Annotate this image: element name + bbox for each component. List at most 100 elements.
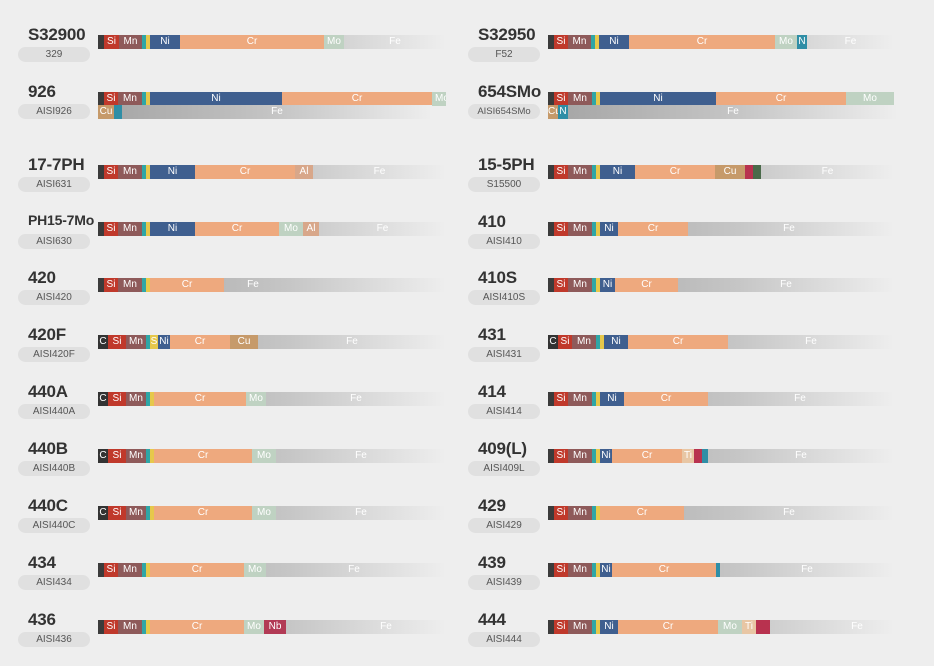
element-segment-fe[interactable]: Fe bbox=[380, 621, 392, 632]
element-segment-yel[interactable] bbox=[596, 506, 600, 520]
element-segment-si[interactable]: Si bbox=[554, 449, 568, 463]
element-segment-si[interactable]: Si bbox=[554, 165, 568, 179]
element-segment-mo[interactable]: Mo bbox=[246, 392, 266, 406]
element-segment-yel[interactable] bbox=[596, 222, 600, 236]
element-segment-yel[interactable] bbox=[150, 506, 154, 520]
element-segment-teal[interactable] bbox=[142, 92, 146, 106]
element-segment-teal[interactable] bbox=[142, 35, 146, 49]
element-segment-si[interactable]: Si bbox=[104, 278, 118, 292]
element-segment-yel[interactable] bbox=[146, 620, 150, 634]
element-segment-red[interactable] bbox=[745, 165, 753, 179]
element-segment-ti[interactable]: Ti bbox=[742, 620, 756, 634]
element-segment-teal[interactable] bbox=[142, 563, 146, 577]
element-segment-teal[interactable] bbox=[142, 620, 146, 634]
element-segment-mn[interactable]: Mn bbox=[568, 620, 592, 634]
element-segment-mn[interactable]: Mn bbox=[118, 165, 142, 179]
element-segment-cr[interactable]: Cr bbox=[612, 563, 716, 577]
element-segment-ni[interactable]: Ni bbox=[150, 165, 195, 179]
element-segment-yel[interactable] bbox=[596, 92, 600, 106]
element-segment-dk[interactable] bbox=[98, 222, 104, 236]
element-segment-cr[interactable]: Cr bbox=[635, 165, 715, 179]
element-segment-cr[interactable]: Cr bbox=[195, 165, 295, 179]
element-segment-cr[interactable]: Cr bbox=[629, 35, 775, 49]
element-segment-si[interactable]: Si bbox=[104, 222, 118, 236]
element-segment-teal[interactable] bbox=[592, 278, 596, 292]
element-segment-mn[interactable]: Mn bbox=[126, 506, 146, 520]
element-segment-mn[interactable]: Mn bbox=[568, 449, 592, 463]
element-segment-fe[interactable]: Fe bbox=[794, 393, 806, 404]
element-segment-mo[interactable]: Mo bbox=[432, 92, 446, 106]
element-segment-teal[interactable] bbox=[146, 506, 150, 520]
element-segment-fe[interactable]: Fe bbox=[844, 36, 857, 47]
element-segment-yel[interactable] bbox=[146, 92, 150, 106]
element-segment-dk[interactable] bbox=[548, 620, 554, 634]
element-segment-si[interactable]: Si bbox=[104, 620, 118, 634]
element-segment-fe[interactable]: Fe bbox=[780, 279, 792, 290]
element-segment-yel[interactable] bbox=[596, 563, 600, 577]
element-segment-mo[interactable]: Mo bbox=[718, 620, 742, 634]
element-segment-yel[interactable] bbox=[595, 35, 599, 49]
element-segment-cr[interactable]: Cr bbox=[282, 92, 432, 106]
element-segment-si[interactable]: Si bbox=[554, 35, 568, 49]
element-segment-ni[interactable]: Ni bbox=[600, 620, 618, 634]
element-segment-dk[interactable] bbox=[548, 35, 554, 49]
element-segment-yel[interactable] bbox=[600, 335, 604, 349]
element-segment-cr[interactable]: Cr bbox=[150, 563, 244, 577]
element-segment-fe[interactable]: Fe bbox=[801, 564, 813, 575]
element-segment-fe[interactable]: Fe bbox=[355, 507, 367, 518]
element-segment-si[interactable]: Si bbox=[108, 335, 126, 349]
element-segment-dk[interactable] bbox=[98, 563, 104, 577]
element-segment-mn[interactable]: Mn bbox=[572, 335, 596, 349]
element-segment-mo[interactable]: Mo bbox=[846, 92, 894, 106]
element-segment-n[interactable] bbox=[716, 563, 720, 577]
element-segment-n[interactable]: N bbox=[558, 105, 568, 119]
element-segment-c[interactable]: C bbox=[548, 335, 558, 349]
element-segment-si[interactable]: Si bbox=[104, 165, 118, 179]
element-segment-teal[interactable] bbox=[142, 278, 146, 292]
element-segment-dk[interactable] bbox=[548, 278, 554, 292]
element-segment-ni[interactable]: Ni bbox=[150, 222, 195, 236]
element-segment-fe[interactable]: Fe bbox=[389, 36, 401, 47]
element-segment-yel[interactable] bbox=[596, 392, 600, 406]
element-segment-mn[interactable]: Mn bbox=[126, 392, 146, 406]
element-segment-mn[interactable]: Mn bbox=[568, 506, 592, 520]
element-segment-fe[interactable]: Fe bbox=[346, 336, 358, 347]
element-segment-n[interactable] bbox=[114, 105, 122, 119]
element-segment-cr[interactable]: Cr bbox=[150, 278, 224, 292]
element-segment-ni[interactable]: Ni bbox=[600, 165, 635, 179]
element-segment-cr[interactable]: Cr bbox=[180, 35, 324, 49]
element-segment-mn[interactable]: Mn bbox=[118, 222, 142, 236]
element-segment-teal[interactable] bbox=[146, 335, 150, 349]
element-segment-n[interactable] bbox=[702, 449, 708, 463]
element-segment-si[interactable]: Si bbox=[104, 35, 119, 49]
element-segment-n[interactable]: N bbox=[797, 35, 807, 49]
element-segment-teal[interactable] bbox=[592, 620, 596, 634]
element-segment-si[interactable]: Si bbox=[554, 278, 568, 292]
element-segment-mo[interactable]: Mo bbox=[775, 35, 797, 49]
element-segment-dk[interactable] bbox=[98, 92, 104, 106]
element-segment-dk[interactable] bbox=[98, 278, 104, 292]
element-segment-cr[interactable]: Cr bbox=[600, 506, 684, 520]
element-segment-mn[interactable]: Mn bbox=[568, 563, 592, 577]
element-segment-cr[interactable]: Cr bbox=[154, 392, 246, 406]
element-segment-yel[interactable] bbox=[596, 449, 600, 463]
element-segment-yel[interactable] bbox=[146, 165, 150, 179]
element-segment-ni[interactable]: Ni bbox=[150, 35, 180, 49]
element-segment-si[interactable]: Si bbox=[554, 222, 568, 236]
element-segment-ni[interactable]: Ni bbox=[150, 92, 282, 106]
element-segment-ni[interactable]: Ni bbox=[599, 35, 629, 49]
element-segment-mn[interactable]: Mn bbox=[118, 92, 142, 106]
element-segment-yel[interactable] bbox=[146, 563, 150, 577]
element-segment-cu[interactable]: Cu bbox=[98, 105, 114, 119]
element-segment-mo[interactable]: Mo bbox=[324, 35, 344, 49]
element-segment-yel[interactable] bbox=[146, 35, 150, 49]
element-segment-si[interactable]: Si bbox=[104, 563, 118, 577]
element-segment-cr[interactable]: Cr bbox=[624, 392, 708, 406]
element-segment-dk[interactable] bbox=[548, 222, 554, 236]
element-segment-cr[interactable]: Cr bbox=[170, 335, 230, 349]
element-segment-cr[interactable]: Cr bbox=[154, 506, 252, 520]
element-segment-mo[interactable]: Mo bbox=[279, 222, 303, 236]
element-segment-ni[interactable]: Ni bbox=[158, 335, 170, 349]
element-segment-cr[interactable]: Cr bbox=[612, 449, 682, 463]
element-segment-fe[interactable]: Fe bbox=[247, 279, 259, 290]
